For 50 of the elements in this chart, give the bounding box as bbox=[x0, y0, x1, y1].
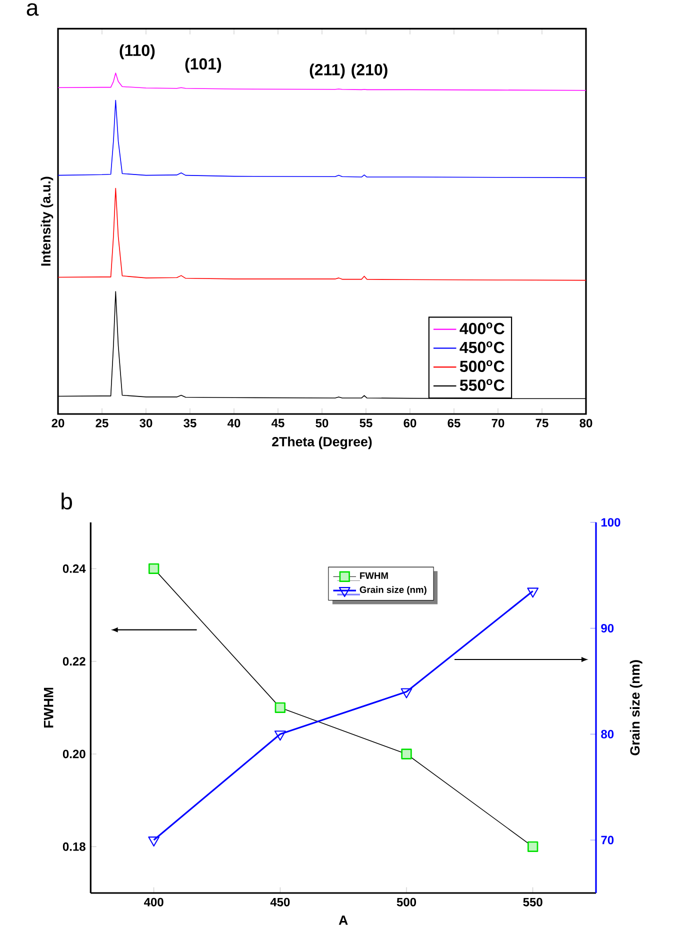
point bbox=[148, 836, 160, 847]
x-tick-label: 75 bbox=[536, 418, 548, 428]
x-tick-label: 50 bbox=[316, 418, 328, 428]
point bbox=[275, 702, 286, 714]
x-tick-label: 70 bbox=[492, 418, 504, 428]
text: (110) bbox=[120, 44, 155, 60]
x-tick-label: 65 bbox=[448, 418, 460, 428]
x-tick-label: 55 bbox=[360, 418, 372, 428]
point bbox=[274, 730, 286, 741]
legend-label: 450$^{o}$C bbox=[460, 341, 505, 354]
point bbox=[528, 841, 538, 852]
legend-label: 400$^{o}$C bbox=[460, 322, 505, 334]
x-tick-label: 20 bbox=[52, 418, 64, 428]
point bbox=[401, 748, 412, 760]
legend-label: FWHM bbox=[360, 572, 388, 579]
x-tick-label: 25 bbox=[96, 418, 109, 428]
point bbox=[400, 688, 412, 698]
x-tick-label: 60 bbox=[404, 418, 416, 428]
y-tick-label: 0.22 bbox=[63, 657, 86, 666]
chart-title: b bbox=[62, 492, 72, 510]
x-tick-label: 30 bbox=[140, 418, 152, 428]
x-tick-label: 80 bbox=[580, 418, 592, 428]
y2-tick-label: 70 bbox=[601, 836, 614, 844]
x-tick-label: 400 bbox=[144, 898, 164, 906]
y-axis-title: Intensity (a.u.) bbox=[40, 176, 54, 266]
y-axis-title: FWHM bbox=[44, 688, 54, 728]
legend-label: Grain size (nm) bbox=[360, 586, 427, 595]
y-tick-label: 0.20 bbox=[63, 750, 86, 758]
y-tick-label: 0.24 bbox=[63, 564, 86, 573]
x-tick-label: 500 bbox=[397, 898, 416, 906]
y2-tick-label: 80 bbox=[601, 730, 614, 738]
text: (101) bbox=[185, 58, 222, 73]
x-tick-label: 40 bbox=[228, 418, 240, 428]
chart-title: a bbox=[27, 3, 39, 16]
x-tick-label: 450 bbox=[270, 898, 290, 906]
legend-label: 550$^{o}$C bbox=[460, 379, 505, 391]
x-tick-label: 45 bbox=[272, 418, 284, 428]
x-tick-label: 550 bbox=[523, 898, 543, 906]
x-axis-title: 2Theta (Degree) bbox=[272, 436, 372, 450]
y2-axis-title: Grain size (nm) bbox=[630, 660, 642, 756]
y2-tick-label: 90 bbox=[601, 624, 614, 632]
point bbox=[527, 588, 539, 598]
point bbox=[148, 563, 160, 574]
y2-tick-label: 100 bbox=[602, 518, 620, 527]
annotation: (211) bbox=[310, 64, 345, 79]
legend-label: 500$^{o}$C bbox=[460, 360, 505, 372]
x-tick-label: 35 bbox=[184, 418, 197, 428]
x-axis-title: A bbox=[339, 916, 348, 925]
annotation: (210) bbox=[352, 64, 388, 79]
y-tick-label: 0.18 bbox=[63, 842, 86, 851]
